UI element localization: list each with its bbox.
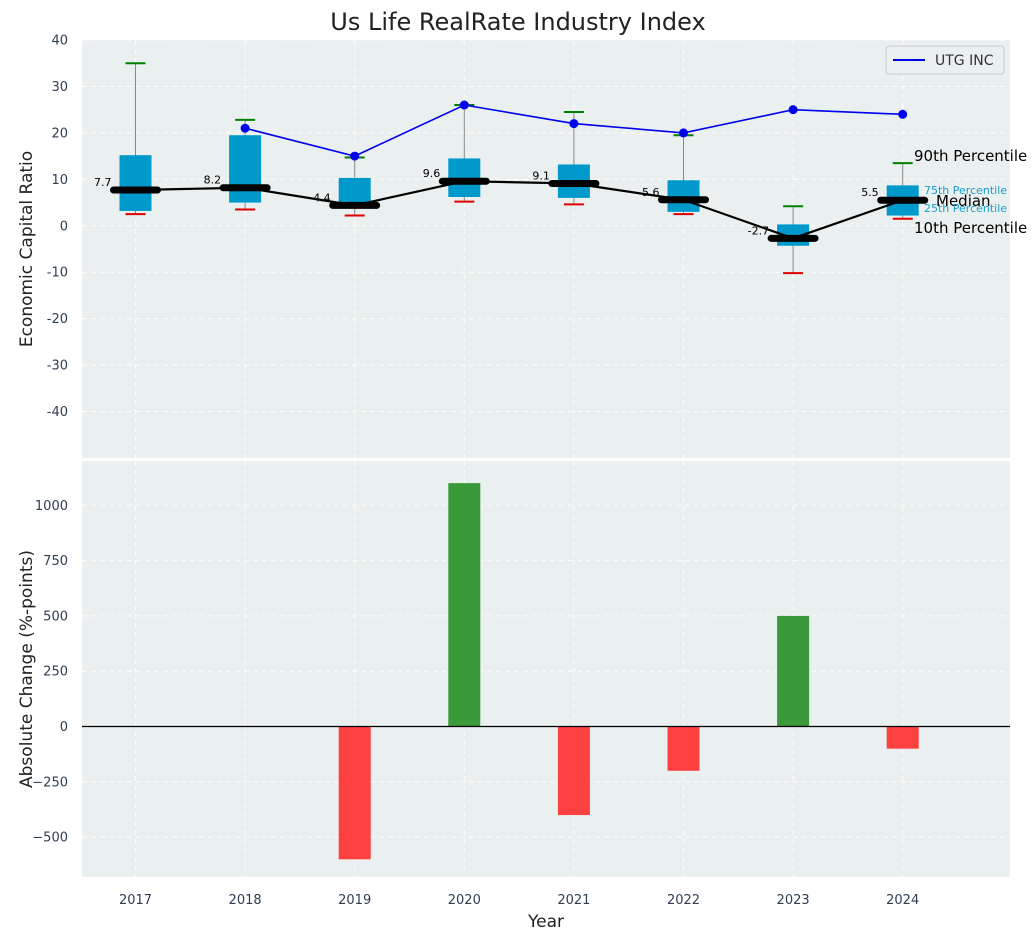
top-y-tick-label: 40 bbox=[51, 34, 68, 49]
percentile-annotations: 90th Percentile 75th Percentile Median 2… bbox=[914, 147, 1027, 237]
x-axis-label: Year bbox=[527, 912, 564, 932]
x-tick-label: 2017 bbox=[119, 893, 152, 908]
chart-title: Us Life RealRate Industry Index bbox=[330, 8, 705, 36]
change-bar-2022 bbox=[667, 726, 700, 771]
annotation-p75: 75th Percentile bbox=[924, 184, 1007, 197]
legend-box bbox=[885, 45, 1005, 75]
utg-point-2021 bbox=[569, 119, 579, 129]
iqr-box bbox=[119, 155, 152, 211]
bottom-y-tick-label: −250 bbox=[32, 775, 68, 790]
median-trend: 7.7 8.2 4.4 9.6 9.1 5.6 -2.7 5.5 bbox=[94, 167, 929, 242]
top-y-tick-label: -10 bbox=[47, 266, 68, 281]
bottom-y-tick-label: 0 bbox=[60, 720, 68, 735]
utg-series bbox=[240, 100, 908, 161]
bottom-y-axis-label: Absolute Change (%-points) bbox=[17, 550, 37, 788]
median-value-label: 5.6 bbox=[642, 186, 660, 199]
box-2018 bbox=[229, 118, 262, 211]
median-value-label: 5.5 bbox=[861, 186, 879, 199]
top-plot-background bbox=[82, 40, 1010, 458]
change-bar-2019 bbox=[338, 726, 371, 860]
utg-point-2024 bbox=[898, 109, 908, 119]
utg-point-2022 bbox=[679, 128, 688, 138]
bottom-y-tick-label: 1000 bbox=[35, 499, 68, 514]
x-tick-labels: 2017 2018 2019 2020 2021 2022 2023 2024 bbox=[119, 893, 919, 908]
bottom-y-tick-label: 750 bbox=[43, 554, 68, 569]
annotation-p10: 10th Percentile bbox=[914, 219, 1027, 237]
x-tick-label: 2024 bbox=[886, 893, 919, 908]
change-bar-2024 bbox=[886, 726, 919, 749]
annotation-median: Median bbox=[936, 192, 991, 210]
bottom-y-tick-labels: −500 −250 0 250 500 750 1000 bbox=[32, 499, 68, 846]
x-tick-label: 2020 bbox=[448, 893, 481, 908]
median-value-label: 8.2 bbox=[204, 174, 222, 187]
top-y-tick-label: -40 bbox=[47, 405, 68, 420]
top-y-axis-label: Economic Capital Ratio bbox=[17, 151, 37, 347]
top-grid bbox=[82, 39, 1010, 458]
median-value-label: 7.7 bbox=[94, 176, 112, 189]
box-2017 bbox=[119, 62, 152, 216]
median-value-label: 4.4 bbox=[313, 191, 331, 204]
top-panel: -40 -30 -20 -10 0 10 20 30 40 7.7 8.2 4.4 9.6 9.1 5.6… bbox=[17, 34, 1027, 458]
change-bars bbox=[338, 483, 919, 860]
top-y-tick-label: -30 bbox=[47, 359, 68, 374]
top-y-tick-label: 20 bbox=[51, 126, 68, 141]
top-y-tick-label: -20 bbox=[47, 312, 68, 327]
median-value-label: -2.7 bbox=[748, 224, 769, 237]
bottom-y-tick-label: 500 bbox=[43, 609, 68, 624]
x-tick-label: 2018 bbox=[229, 893, 262, 908]
bottom-plot-background bbox=[82, 461, 1010, 877]
x-tick-label: 2023 bbox=[777, 893, 810, 908]
change-bar-2020 bbox=[448, 483, 481, 727]
bottom-y-tick-label: 250 bbox=[43, 665, 68, 680]
utg-point-2023 bbox=[788, 105, 798, 115]
legend-label-utg: UTG INC bbox=[935, 53, 994, 69]
utg-point-2020 bbox=[459, 100, 469, 110]
x-tick-label: 2021 bbox=[557, 893, 590, 908]
annotation-p25: 25th Percentile bbox=[924, 202, 1007, 215]
bottom-y-tick-label: −500 bbox=[32, 831, 68, 846]
utg-point-2018 bbox=[240, 123, 250, 133]
top-y-tick-label: 30 bbox=[51, 80, 68, 95]
utg-point-2019 bbox=[350, 151, 360, 161]
x-tick-label: 2022 bbox=[667, 893, 700, 908]
top-y-tick-label: 0 bbox=[60, 219, 68, 234]
legend: UTG INC bbox=[885, 45, 1005, 75]
x-tick-label: 2019 bbox=[338, 893, 371, 908]
top-y-tick-label: 10 bbox=[51, 173, 68, 188]
median-value-label: 9.1 bbox=[532, 170, 550, 183]
change-bar-2021 bbox=[557, 726, 590, 816]
iqr-box bbox=[229, 135, 262, 203]
annotation-p90: 90th Percentile bbox=[914, 147, 1027, 165]
change-bar-2023 bbox=[777, 615, 810, 727]
iqr-box bbox=[667, 180, 700, 212]
median-value-label: 9.6 bbox=[423, 167, 441, 180]
top-y-tick-labels: -40 -30 -20 -10 0 10 20 30 40 bbox=[47, 34, 68, 421]
